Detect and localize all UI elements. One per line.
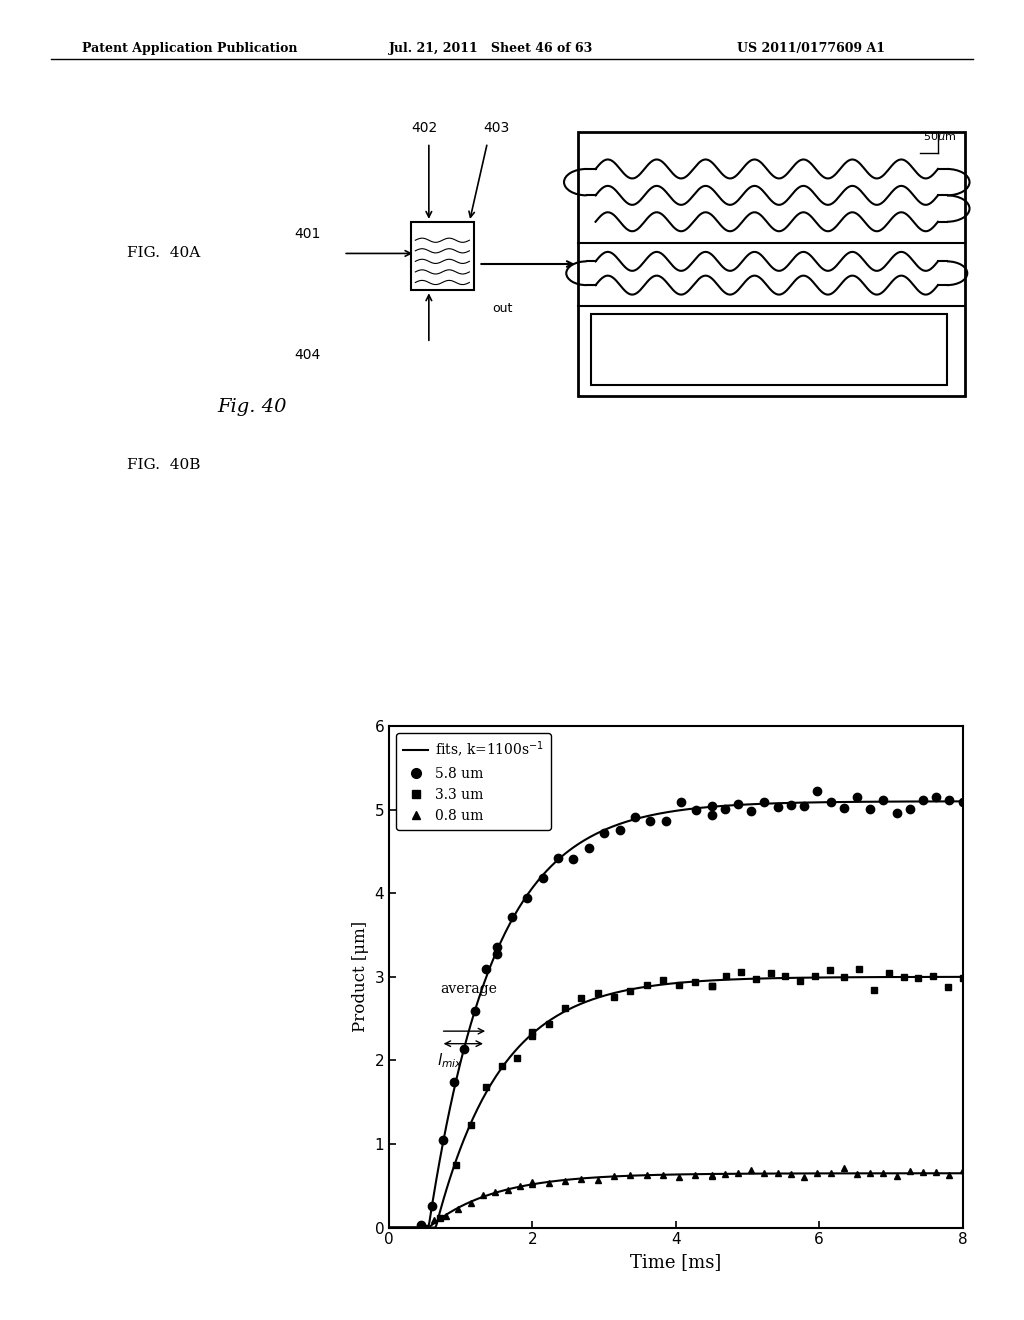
Text: US 2011/0177609 A1: US 2011/0177609 A1 xyxy=(737,42,886,55)
Text: FIG.  40B: FIG. 40B xyxy=(127,458,201,471)
Text: 402: 402 xyxy=(412,121,437,135)
Text: 403: 403 xyxy=(483,121,510,135)
Legend: fits, k=1100s$^{-1}$, 5.8 um, 3.3 um, 0.8 um: fits, k=1100s$^{-1}$, 5.8 um, 3.3 um, 0.… xyxy=(396,733,551,830)
Y-axis label: Product [μm]: Product [μm] xyxy=(352,921,369,1032)
Text: 404: 404 xyxy=(294,348,321,362)
Text: 50$\mu$m: 50$\mu$m xyxy=(923,129,956,144)
Text: average: average xyxy=(440,982,498,997)
Text: out: out xyxy=(492,301,512,314)
Text: 401: 401 xyxy=(294,227,321,240)
Text: Patent Application Publication: Patent Application Publication xyxy=(82,42,297,55)
Text: Jul. 21, 2011   Sheet 46 of 63: Jul. 21, 2011 Sheet 46 of 63 xyxy=(389,42,593,55)
X-axis label: Time [ms]: Time [ms] xyxy=(630,1253,722,1271)
Text: Fig. 40: Fig. 40 xyxy=(217,397,287,416)
Bar xyxy=(411,222,474,290)
Bar xyxy=(578,132,965,396)
Text: FIG.  40A: FIG. 40A xyxy=(127,247,201,260)
Bar xyxy=(591,314,947,385)
Text: $l_{mix}$: $l_{mix}$ xyxy=(437,1051,463,1069)
